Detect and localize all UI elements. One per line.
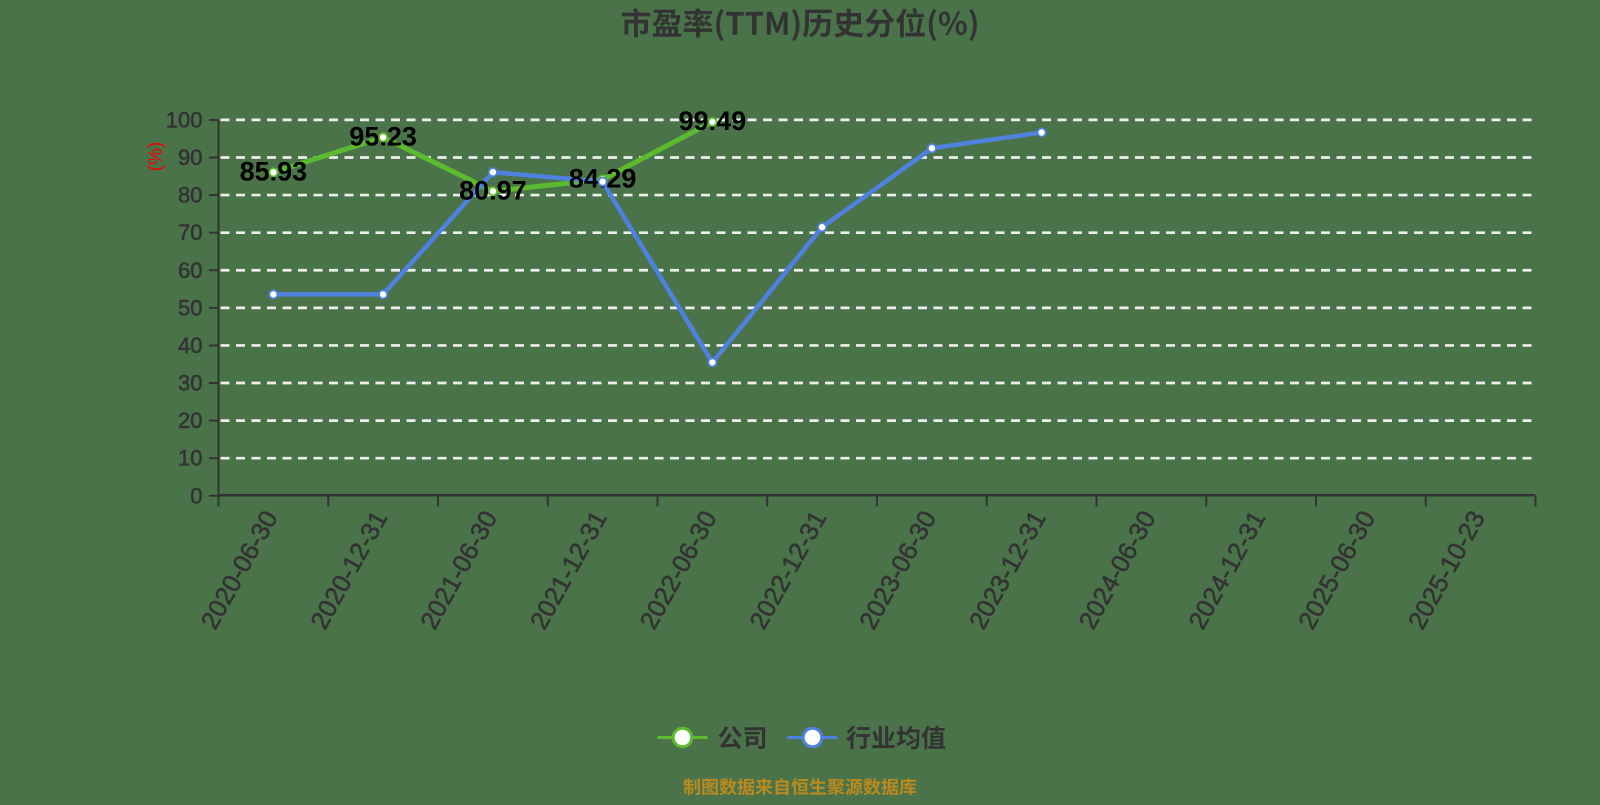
svg-text:80: 80 [178, 183, 202, 208]
svg-text:90: 90 [178, 145, 202, 170]
svg-text:2021-12-31: 2021-12-31 [525, 506, 613, 634]
svg-text:2025-10-23: 2025-10-23 [1403, 506, 1491, 634]
svg-text:2025-06-30: 2025-06-30 [1293, 506, 1381, 634]
svg-text:2024-12-31: 2024-12-31 [1184, 506, 1272, 634]
svg-text:0: 0 [190, 483, 202, 508]
svg-text:2023-06-30: 2023-06-30 [854, 506, 942, 634]
svg-text:2024-06-30: 2024-06-30 [1074, 506, 1162, 634]
svg-text:2021-06-30: 2021-06-30 [415, 506, 503, 634]
svg-text:2022-06-30: 2022-06-30 [635, 506, 723, 634]
svg-text:100: 100 [166, 107, 203, 132]
svg-text:30: 30 [178, 371, 202, 396]
svg-text:10: 10 [178, 446, 202, 471]
svg-text:40: 40 [178, 333, 202, 358]
svg-text:2022-12-31: 2022-12-31 [745, 506, 833, 634]
svg-text:50: 50 [178, 295, 202, 320]
svg-text:60: 60 [178, 258, 202, 283]
svg-text:2020-06-30: 2020-06-30 [196, 506, 284, 634]
svg-text:70: 70 [178, 220, 202, 245]
svg-text:2023-12-31: 2023-12-31 [964, 506, 1052, 634]
svg-text:20: 20 [178, 408, 202, 433]
svg-text:2020-12-31: 2020-12-31 [306, 506, 394, 634]
svg-text:(%): (%) [146, 142, 167, 172]
